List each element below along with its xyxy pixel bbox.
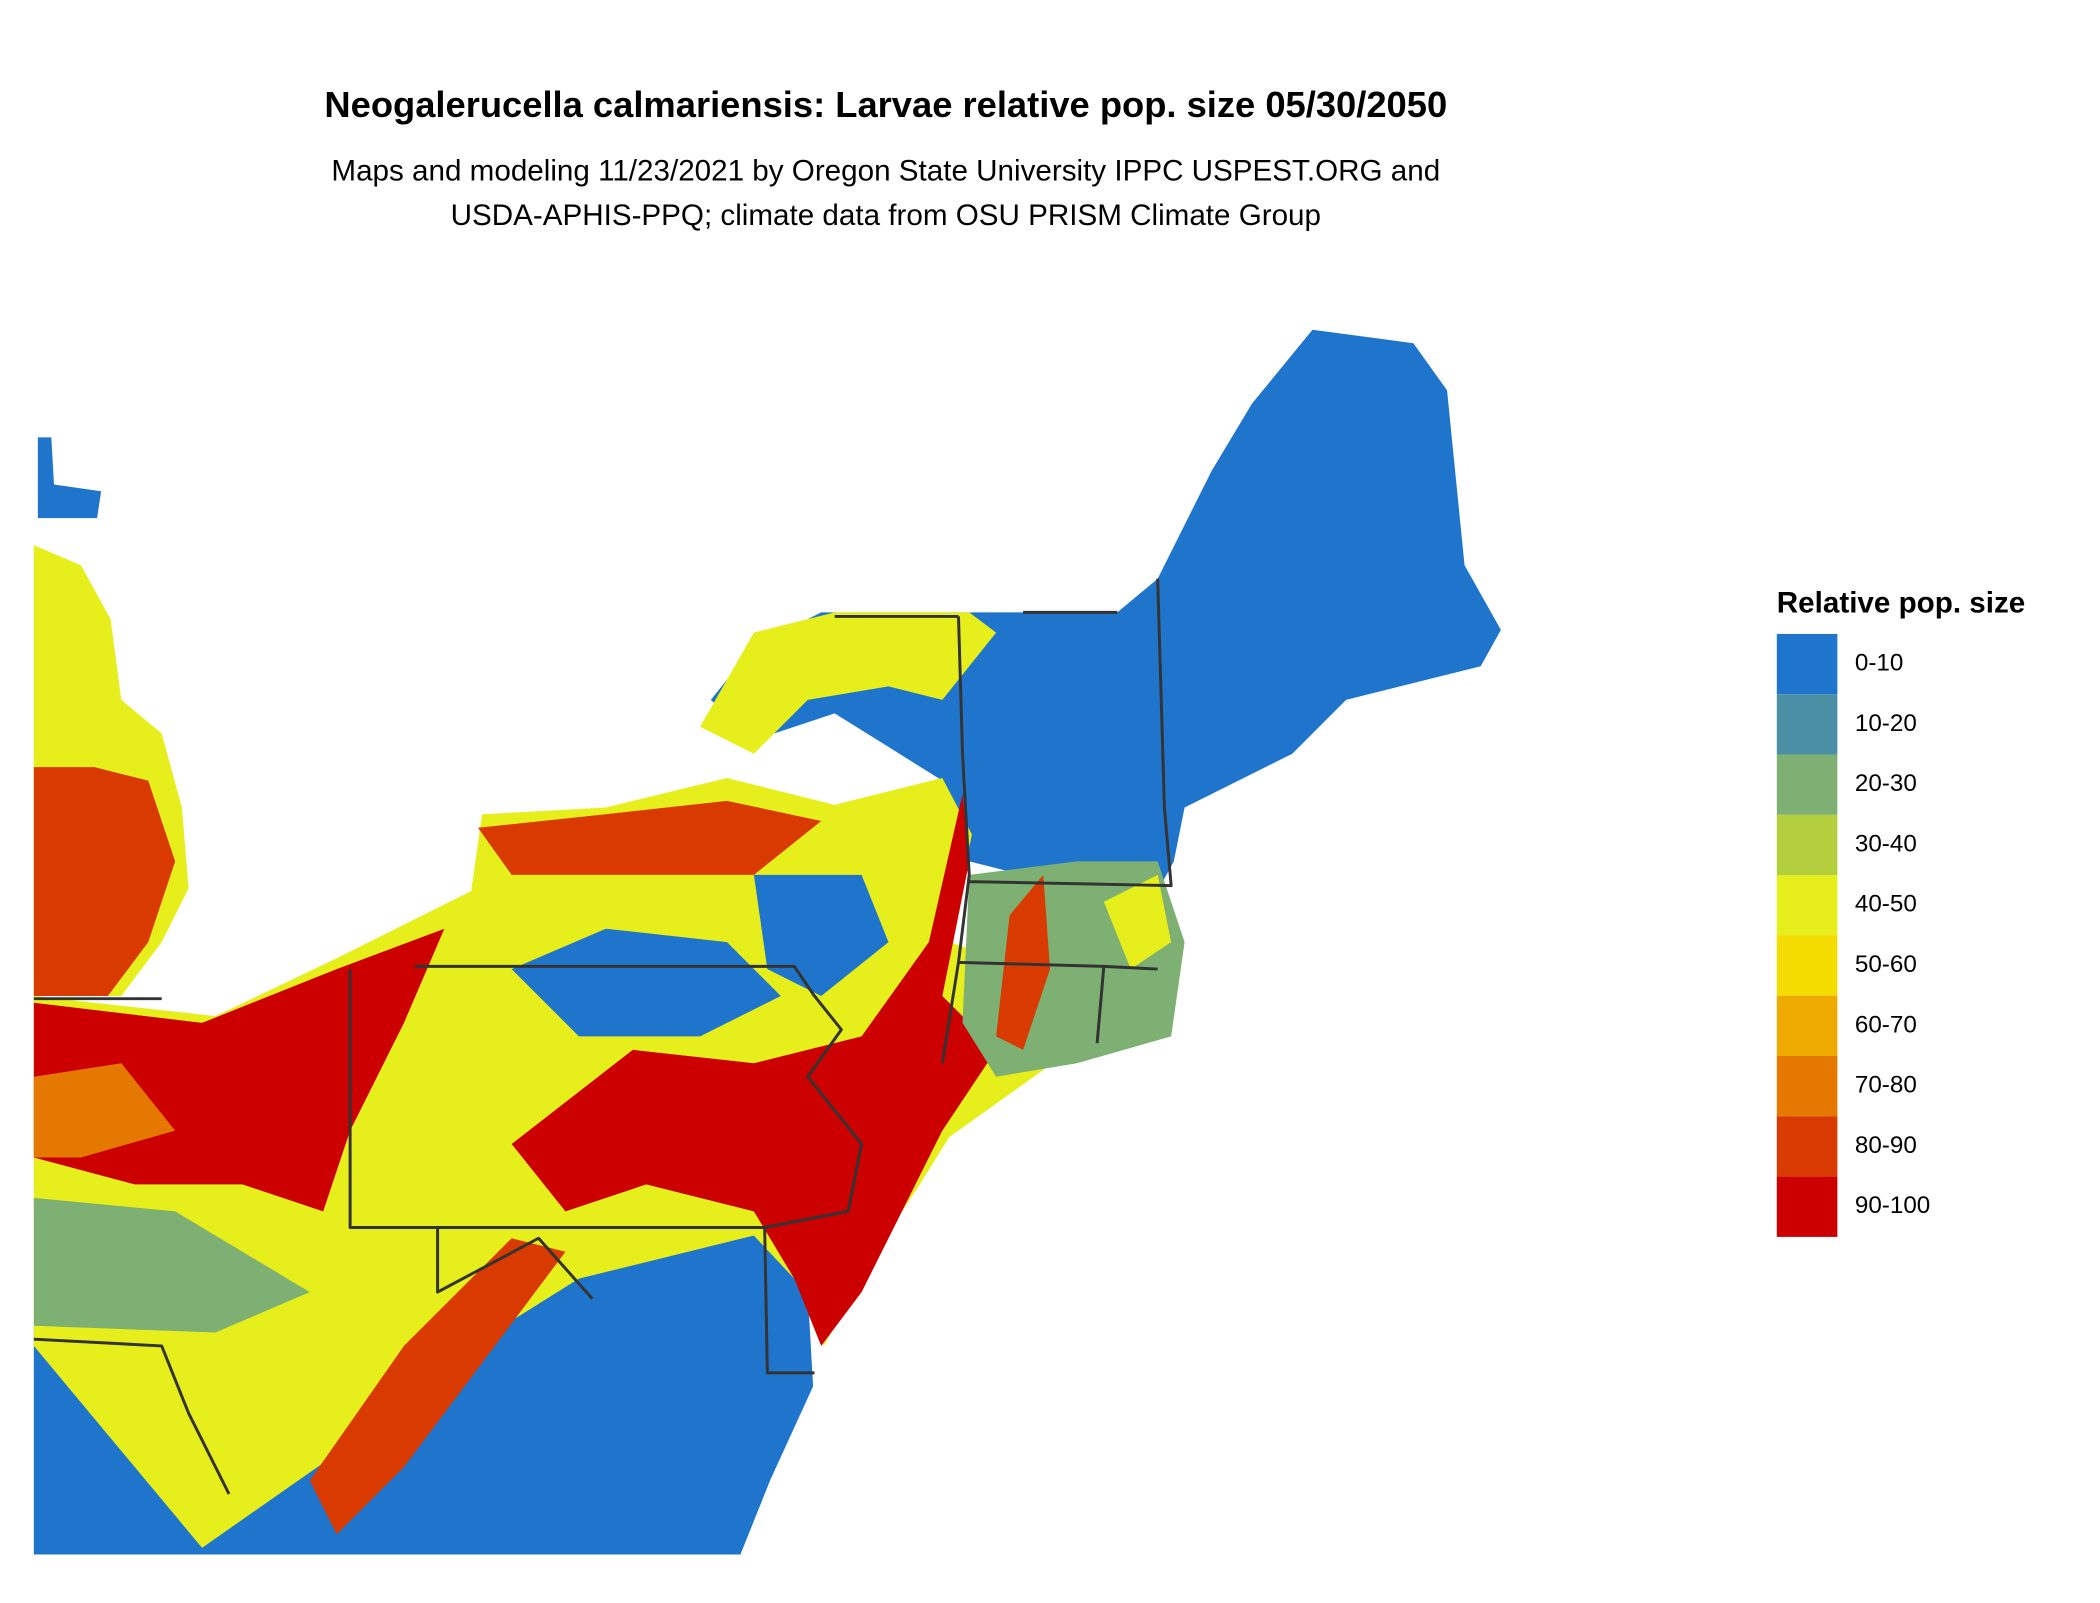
legend-swatch (1776, 1176, 1838, 1237)
subtitle: USDA-APHIS-PPQ; climate data from OSU PR… (451, 199, 1321, 232)
region (1103, 874, 1172, 970)
region (700, 612, 997, 754)
region (37, 437, 102, 519)
legend-title: Relative pop. size (1777, 586, 2025, 619)
title: Neogalerucella calmariensis: Larvae rela… (324, 84, 1447, 125)
map (33, 329, 1501, 1555)
region (33, 1197, 310, 1333)
legend-label: 30-40 (1855, 830, 1917, 857)
legend-swatch (1776, 633, 1838, 695)
region (710, 329, 1501, 892)
legend-label: 0-10 (1855, 649, 1903, 676)
legend-label: 50-60 (1855, 951, 1917, 978)
legend-swatch (1776, 1116, 1838, 1177)
region (309, 1238, 566, 1535)
legend-swatch (1776, 814, 1838, 876)
legend-swatch (1776, 694, 1838, 755)
legend: 0-10 10-20 20-30 30-40 40-50 50-60 60-70 70-80 8… (1776, 633, 1930, 1237)
region (511, 928, 781, 1037)
legend-label: 40-50 (1855, 891, 1917, 918)
legend-swatch (1776, 754, 1838, 815)
region (33, 1063, 176, 1158)
region (996, 874, 1050, 1050)
legend-label: 10-20 (1855, 710, 1917, 737)
legend-label: 20-30 (1855, 770, 1917, 797)
subtitle: Maps and modeling 11/23/2021 by Oregon S… (331, 154, 1440, 187)
legend-swatch (1776, 875, 1838, 936)
legend-swatch (1776, 935, 1838, 996)
state-border (33, 578, 1173, 1495)
legend-swatch (1776, 995, 1838, 1057)
region (477, 800, 822, 875)
legend-label: 70-80 (1855, 1072, 1917, 1099)
region (511, 794, 997, 1346)
legend-label: 80-90 (1855, 1132, 1917, 1159)
legend-swatch (1776, 1056, 1838, 1117)
region (33, 767, 176, 996)
legend-label: 90-100 (1855, 1192, 1930, 1219)
legend-label: 60-70 (1855, 1011, 1917, 1038)
